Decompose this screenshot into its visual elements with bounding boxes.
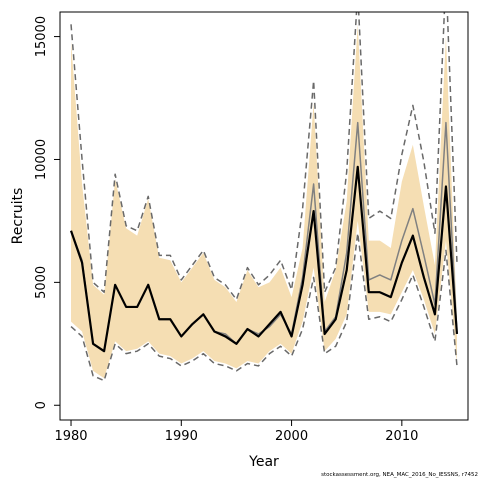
x-tick-label-1980: 1980 xyxy=(54,429,87,444)
y-axis-label: Recruits xyxy=(10,188,26,245)
x-tick-label-2000: 2000 xyxy=(275,429,308,444)
y-tick-label-15000: 15000 xyxy=(34,16,49,57)
dashed-upper-line xyxy=(70,12,458,301)
footer-note: stockassessment.org, NEA_MAC_2016_No_IES… xyxy=(321,472,478,478)
y-tick-label-0: 0 xyxy=(34,401,49,409)
y-tick-label-10000: 10000 xyxy=(34,139,49,180)
x-tick-label-1990: 1990 xyxy=(165,429,198,444)
x-axis-label: Year xyxy=(248,454,279,470)
plot-frame xyxy=(59,11,469,421)
y-tick-label-5000: 5000 xyxy=(34,266,49,299)
confidence-band xyxy=(71,24,457,379)
black-series-line xyxy=(69,165,459,353)
dashed-lower-line xyxy=(70,232,458,382)
x-tick-label-2010: 2010 xyxy=(385,429,418,444)
